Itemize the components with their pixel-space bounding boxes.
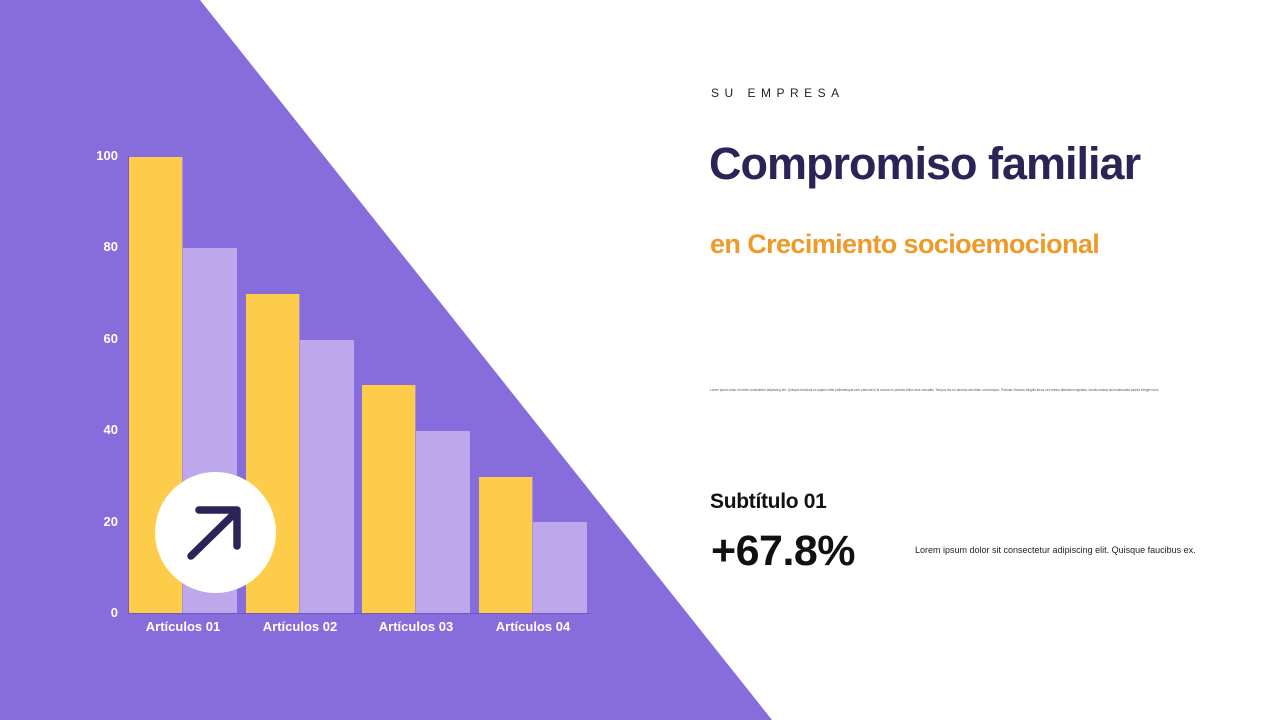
y-tick: 40 <box>103 422 118 437</box>
x-tick: Artículos 04 <box>495 619 571 634</box>
y-tick: 80 <box>103 239 118 254</box>
x-tick: Artículos 02 <box>262 619 338 634</box>
body-paragraph: Lorem ipsum dolor sit amet consectetur a… <box>710 388 1160 392</box>
bar-series-1-articulos-03 <box>362 385 416 613</box>
slide-subtitle: en Crecimiento socioemocional <box>710 229 1100 259</box>
x-axis-line <box>128 613 590 614</box>
slide-title: Compromiso familiar <box>709 138 1141 189</box>
y-tick: 20 <box>103 514 118 529</box>
bar-series-2-articulos-04 <box>533 522 587 613</box>
x-tick: Artículos 03 <box>378 619 454 634</box>
bar-series-2-articulos-03 <box>416 431 470 613</box>
x-tick: Artículos 01 <box>145 619 221 634</box>
stat-value: +67.8% <box>711 527 856 575</box>
y-axis-line <box>128 156 129 614</box>
bar-series-2-articulos-02 <box>300 340 354 613</box>
growth-badge <box>155 472 276 593</box>
y-tick: 60 <box>103 331 118 346</box>
stat-label: Subtítulo 01 <box>710 490 827 513</box>
bar-chart: 0 20 40 60 80 100 Artículos 01 Artículos… <box>96 148 590 634</box>
arrow-up-right-icon <box>186 505 241 560</box>
y-tick: 100 <box>96 148 118 163</box>
bar-series-1-articulos-04 <box>479 477 533 613</box>
company-eyebrow: SU EMPRESA <box>711 86 845 100</box>
y-tick: 0 <box>110 605 118 620</box>
stat-description: Lorem ipsum dolor sit consectetur adipis… <box>915 545 1196 555</box>
